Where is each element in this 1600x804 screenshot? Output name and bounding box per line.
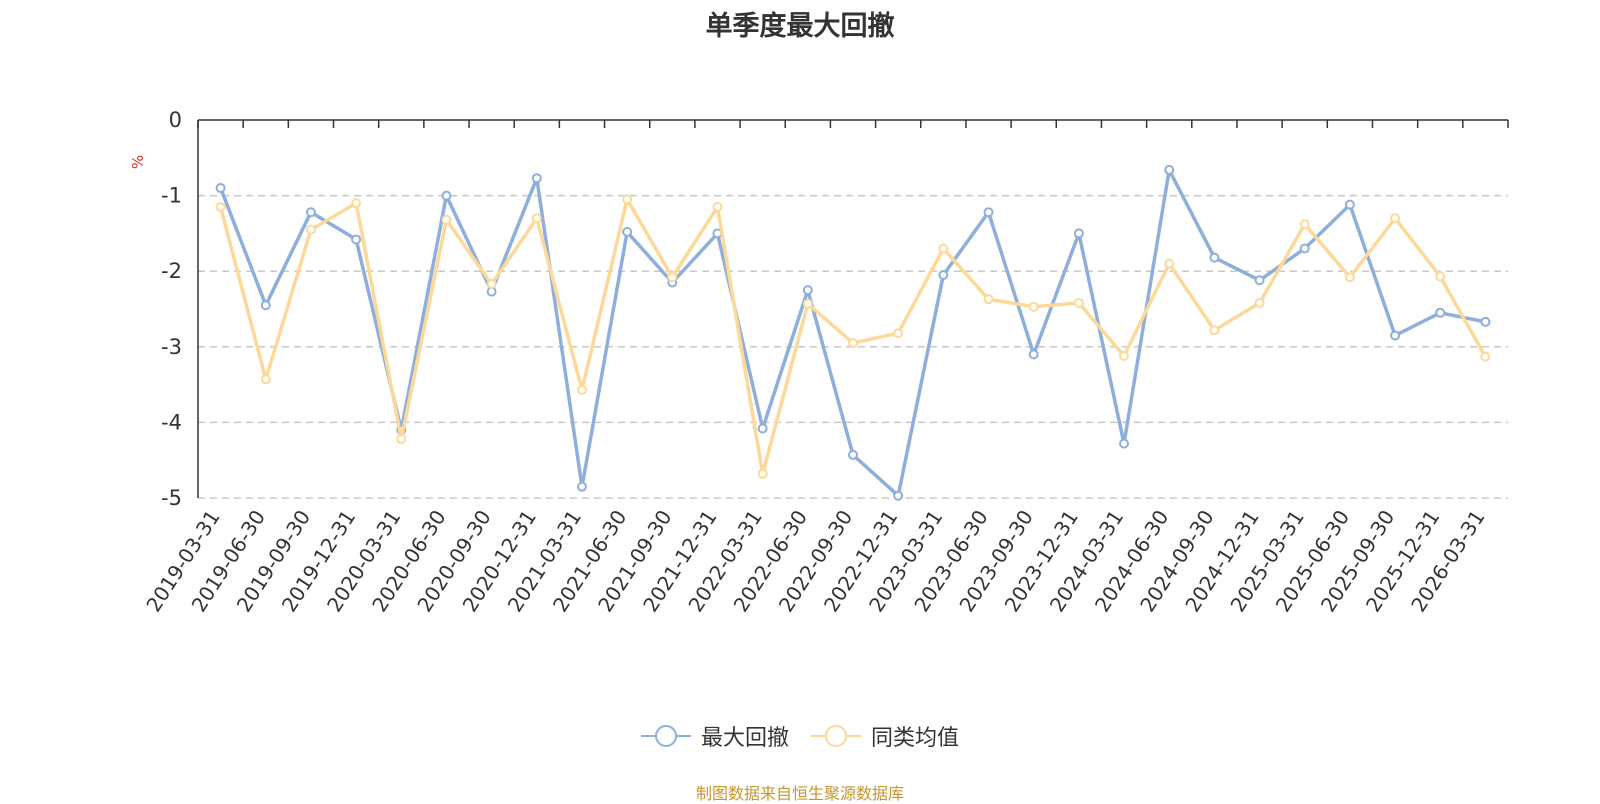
y-tick-label: -5 (161, 486, 182, 510)
data-point-0 (1209, 252, 1220, 263)
y-tick-label: -2 (161, 259, 182, 283)
series-line-0 (218, 168, 1486, 498)
data-point-1 (712, 201, 723, 212)
legend-item-max-drawdown[interactable]: 最大回撤 (640, 720, 789, 752)
data-point-1 (622, 194, 633, 205)
data-point-1 (983, 294, 994, 305)
data-point-1 (757, 468, 768, 479)
data-point-1 (1028, 301, 1039, 312)
data-point-0 (757, 423, 768, 434)
data-point-1 (1209, 325, 1220, 336)
data-point-1 (1344, 272, 1355, 283)
data-point-1 (1299, 219, 1310, 230)
data-point-0 (1028, 349, 1039, 360)
data-point-1 (893, 328, 904, 339)
data-point-0 (1299, 243, 1310, 254)
data-point-0 (1254, 275, 1265, 286)
data-point-1 (531, 213, 542, 224)
data-point-0 (260, 300, 271, 311)
legend-label: 最大回撤 (700, 726, 789, 751)
legend-label: 同类均值 (871, 726, 960, 751)
data-point-0 (938, 269, 949, 280)
data-point-0 (1073, 228, 1084, 239)
y-tick-label: 0 (169, 108, 182, 132)
data-point-0 (893, 490, 904, 501)
y-tick-label: -4 (161, 410, 182, 434)
data-point-0 (622, 226, 633, 237)
data-point-1 (1435, 271, 1446, 282)
data-point-1 (1073, 297, 1084, 308)
data-point-1 (802, 298, 813, 309)
data-point-0 (1119, 438, 1130, 449)
data-point-1 (441, 214, 452, 225)
data-point-1 (1390, 213, 1401, 224)
data-point-0 (802, 285, 813, 296)
data-point-0 (1164, 164, 1175, 175)
data-point-0 (531, 173, 542, 184)
legend-line-circle-icon (811, 725, 861, 747)
data-point-0 (576, 481, 587, 492)
data-point-0 (1435, 307, 1446, 318)
data-point-1 (938, 243, 949, 254)
data-point-1 (1164, 258, 1175, 269)
chart-title: 单季度最大回撤 (705, 11, 895, 42)
data-point-1 (260, 374, 271, 385)
y-axis-label: % (129, 155, 147, 169)
data-point-0 (848, 449, 858, 460)
data-point-1 (1119, 350, 1130, 361)
data-point-0 (983, 207, 994, 218)
data-point-0 (215, 183, 226, 194)
data-point-1 (576, 384, 587, 395)
data-point-1 (486, 279, 497, 290)
data-point-1 (351, 198, 362, 209)
data-point-0 (1390, 330, 1401, 341)
data-point-0 (351, 234, 362, 245)
data-point-0 (1344, 199, 1355, 210)
data-point-1 (1480, 351, 1491, 362)
legend-line-circle-icon (640, 725, 691, 747)
legend: 最大回撤 同类均值 (0, 720, 1600, 752)
series-line-1 (218, 197, 1487, 476)
data-point-1 (396, 434, 407, 445)
data-point-0 (1480, 316, 1491, 327)
data-point-1 (1254, 297, 1265, 308)
legend-item-peer-average[interactable]: 同类均值 (811, 720, 959, 752)
data-point-1 (848, 338, 858, 349)
data-point-1 (215, 201, 226, 212)
y-tick-label: -3 (161, 335, 182, 359)
data-point-0 (441, 190, 452, 201)
data-point-1 (667, 272, 678, 283)
source-note: 制图数据来自恒生聚源数据库 (695, 784, 904, 803)
y-tick-label: -1 (161, 184, 182, 208)
data-point-1 (305, 224, 316, 235)
data-point-0 (305, 207, 316, 218)
